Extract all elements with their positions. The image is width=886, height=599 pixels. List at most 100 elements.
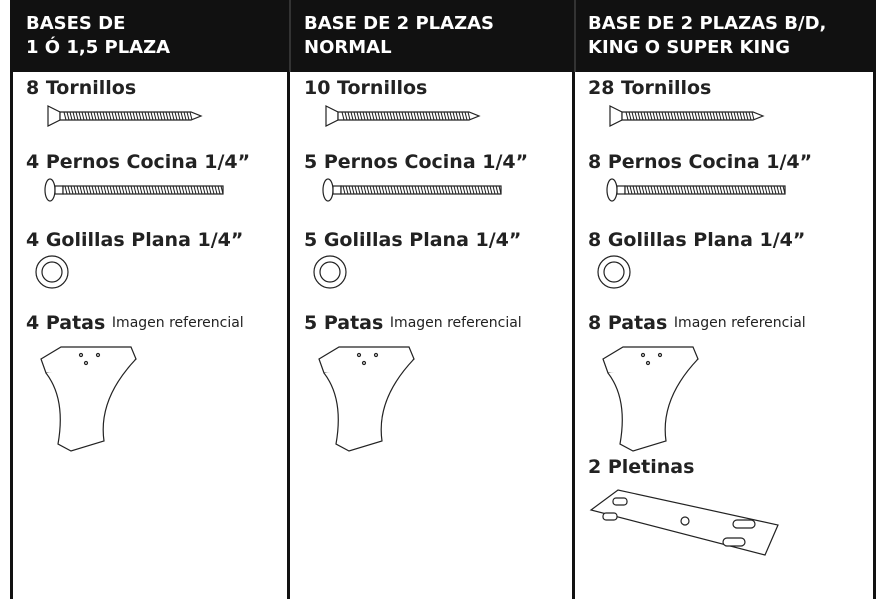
thread bbox=[130, 185, 134, 195]
item-label: 8 Golillas Plana 1/4” bbox=[588, 229, 805, 251]
item-label: 28 Tornillos bbox=[588, 77, 711, 99]
thread bbox=[162, 111, 166, 121]
thread bbox=[208, 185, 212, 195]
thread bbox=[356, 111, 360, 121]
thread bbox=[658, 111, 662, 121]
screw-head bbox=[609, 105, 623, 127]
thread bbox=[395, 111, 399, 121]
thread bbox=[704, 185, 708, 195]
thread bbox=[670, 111, 674, 121]
item-label: 5 Patas Imagen referencial bbox=[304, 312, 522, 334]
thread bbox=[452, 111, 456, 121]
thread bbox=[345, 185, 349, 195]
thread bbox=[700, 111, 704, 121]
thread bbox=[344, 111, 348, 121]
thread bbox=[342, 185, 346, 195]
bolt-head bbox=[606, 178, 618, 202]
thread bbox=[495, 185, 499, 195]
thread bbox=[634, 111, 638, 121]
thread bbox=[437, 111, 441, 121]
item-label: 5 Golillas Plana 1/4” bbox=[304, 229, 521, 251]
item-note: Imagen referencial bbox=[674, 315, 806, 331]
thread bbox=[127, 185, 131, 195]
thread bbox=[659, 185, 663, 195]
screw bbox=[609, 105, 765, 127]
thread bbox=[635, 185, 639, 195]
thread bbox=[102, 111, 106, 121]
plate bbox=[589, 489, 779, 556]
thread bbox=[63, 111, 67, 121]
hole bbox=[645, 360, 651, 366]
thread bbox=[776, 185, 780, 195]
thread bbox=[351, 185, 355, 195]
thread bbox=[752, 185, 756, 195]
thread bbox=[88, 185, 92, 195]
item-count: 4 Patas bbox=[26, 312, 105, 334]
thread bbox=[761, 185, 765, 195]
thread bbox=[147, 111, 151, 121]
thread bbox=[347, 111, 351, 121]
thread bbox=[159, 111, 163, 121]
thread bbox=[489, 185, 493, 195]
thread bbox=[432, 185, 436, 195]
item-label: 5 Pernos Cocina 1/4” bbox=[304, 151, 528, 173]
thread bbox=[100, 185, 104, 195]
thread bbox=[144, 111, 148, 121]
thread bbox=[683, 185, 687, 195]
screw-head bbox=[325, 105, 339, 127]
hole bbox=[356, 352, 362, 358]
thread bbox=[124, 185, 128, 195]
thread bbox=[375, 185, 379, 195]
item-count: 8 Golillas Plana 1/4” bbox=[588, 229, 805, 251]
thread bbox=[631, 111, 635, 121]
thread bbox=[115, 185, 119, 195]
thread bbox=[112, 185, 116, 195]
thread bbox=[749, 185, 753, 195]
thread bbox=[399, 185, 403, 195]
leg-body bbox=[323, 358, 415, 452]
thread bbox=[440, 111, 444, 121]
thread bbox=[779, 185, 783, 195]
thread bbox=[139, 185, 143, 195]
thread bbox=[632, 185, 636, 195]
thread bbox=[384, 185, 388, 195]
thread bbox=[746, 185, 750, 195]
leg bbox=[602, 346, 699, 452]
thread bbox=[477, 185, 481, 195]
thread bbox=[374, 111, 378, 121]
border bbox=[10, 0, 13, 599]
screw-head bbox=[47, 105, 61, 127]
thread bbox=[686, 185, 690, 195]
thread bbox=[701, 185, 705, 195]
thread bbox=[78, 111, 82, 121]
thread bbox=[99, 111, 103, 121]
thread bbox=[135, 111, 139, 121]
thread bbox=[94, 185, 98, 195]
thread bbox=[692, 185, 696, 195]
thread bbox=[69, 111, 73, 121]
thread bbox=[428, 111, 432, 121]
thread bbox=[393, 185, 397, 195]
thread bbox=[73, 185, 77, 195]
thread bbox=[366, 185, 370, 195]
item-label: 8 Patas Imagen referencial bbox=[588, 312, 806, 334]
thread bbox=[81, 111, 85, 121]
thread bbox=[435, 185, 439, 195]
thread bbox=[84, 111, 88, 121]
thread bbox=[447, 185, 451, 195]
thread bbox=[196, 185, 200, 195]
washer-inner bbox=[603, 261, 625, 283]
washer-inner bbox=[319, 261, 341, 283]
thread bbox=[688, 111, 692, 121]
thread bbox=[707, 185, 711, 195]
thread bbox=[706, 111, 710, 121]
thread bbox=[363, 185, 367, 195]
thread bbox=[740, 185, 744, 195]
thread bbox=[217, 185, 221, 195]
thread bbox=[465, 185, 469, 195]
thread bbox=[715, 111, 719, 121]
thread bbox=[138, 111, 142, 121]
hole bbox=[657, 352, 663, 358]
thread bbox=[120, 111, 124, 121]
thread bbox=[486, 185, 490, 195]
